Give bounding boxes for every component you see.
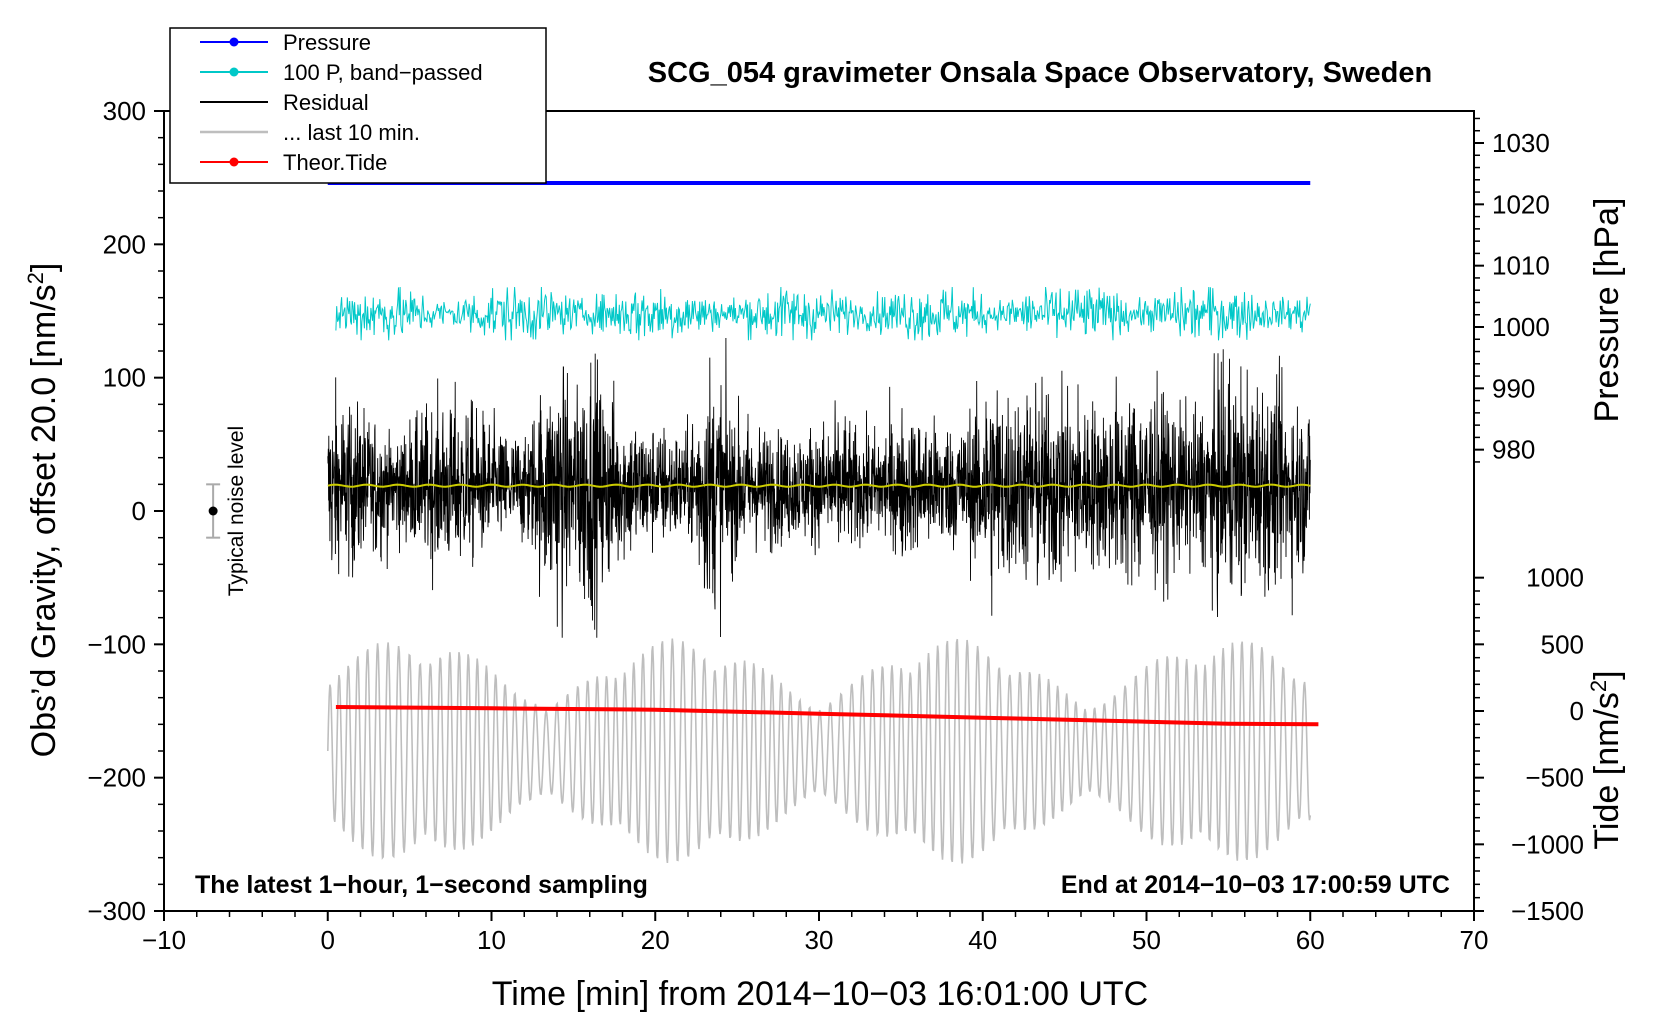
pressure-tick-label: 980 (1492, 435, 1535, 465)
tide-tick-label: 500 (1541, 629, 1584, 659)
legend-marker (229, 157, 239, 167)
legend: Pressure 100 P, band−passed Residual ... la… (169, 27, 547, 184)
tide-axis-label-sup: 2 (1586, 680, 1611, 692)
tide-axis: −1500 −1000 −500 0 500 1000 (1474, 563, 1584, 926)
x-tick-label: 40 (968, 925, 997, 955)
end-time-note: End at 2014−10−03 17:00:59 UTC (1061, 871, 1450, 899)
pressure-axis: 980 990 1000 1010 1020 1030 (1474, 117, 1550, 465)
residual-series (327, 337, 1311, 638)
tide-tick-label: 1000 (1526, 563, 1584, 593)
last-10-min-series (327, 638, 1312, 864)
legend-label: Pressure (283, 30, 371, 55)
tide-tick-label: 0 (1570, 696, 1584, 726)
y-tick-label: 300 (103, 96, 146, 126)
pressure-tick-label: 1030 (1492, 128, 1550, 158)
pressure-tick-label: 1010 (1492, 251, 1550, 281)
x-tick-label: 60 (1296, 925, 1325, 955)
pressure-axis-label: Pressure [hPa] (1588, 198, 1626, 423)
x-axis-label: Time [min] from 2014−10−03 16:01:00 UTC (492, 975, 1148, 1013)
tide-axis-label: Tide [nm/s2] (1586, 670, 1626, 849)
series-layer (327, 181, 1319, 864)
x-tick-label: 20 (641, 925, 670, 955)
x-tick-label: 10 (477, 925, 506, 955)
y-axis: −300 −200 −100 0 100 200 300 (87, 96, 164, 926)
tide-tick-label: −1000 (1511, 829, 1584, 859)
noise-dot (208, 506, 218, 516)
y-axis-label-close: ] (25, 263, 63, 272)
legend-label: ... last 10 min. (283, 120, 420, 145)
residual-mean-series (327, 483, 1311, 488)
y-tick-label: 100 (103, 363, 146, 393)
y-tick-label: 200 (103, 229, 146, 259)
pressure-tick-label: 1000 (1492, 312, 1550, 342)
pressure-tick-label: 990 (1492, 373, 1535, 403)
legend-marker (229, 37, 239, 47)
legend-label: Theor.Tide (283, 150, 387, 175)
y-tick-label: 0 (132, 496, 146, 526)
tide-tick-label: −500 (1525, 763, 1584, 793)
tide-tick-label: −1500 (1511, 896, 1584, 926)
x-tick-label: 70 (1460, 925, 1489, 955)
tide-axis-label-close: ] (1588, 670, 1626, 679)
y-axis-label: Obs’d Gravity, offset 20.0 [nm/s2] (23, 263, 63, 758)
y-axis-label-main: Obs’d Gravity, offset 20.0 [nm/s (25, 284, 63, 757)
band-passed-pressure-series (335, 286, 1311, 341)
x-tick-label: 50 (1132, 925, 1161, 955)
noise-label: Typical noise level (225, 426, 248, 596)
y-axis-label-sup: 2 (23, 272, 48, 284)
legend-marker (229, 67, 239, 77)
chart-title: SCG_054 gravimeter Onsala Space Observat… (648, 57, 1432, 89)
legend-box (169, 27, 547, 184)
x-axis: −10 0 10 20 30 40 50 60 70 (142, 911, 1489, 955)
noise-indicator: Typical noise level (206, 426, 248, 596)
y-tick-label: −100 (87, 629, 146, 659)
y-tick-label: −200 (87, 763, 146, 793)
legend-label: 100 P, band−passed (283, 60, 483, 85)
theor-tide-series (335, 705, 1319, 727)
x-tick-label: 0 (321, 925, 335, 955)
legend-label: Residual (283, 90, 369, 115)
y-tick-label: −300 (87, 896, 146, 926)
x-tick-label: 30 (805, 925, 834, 955)
x-tick-label: −10 (142, 925, 186, 955)
tide-axis-label-main: Tide [nm/s (1588, 692, 1626, 849)
sampling-note: The latest 1−hour, 1−second sampling (195, 871, 648, 899)
pressure-tick-label: 1020 (1492, 189, 1550, 219)
